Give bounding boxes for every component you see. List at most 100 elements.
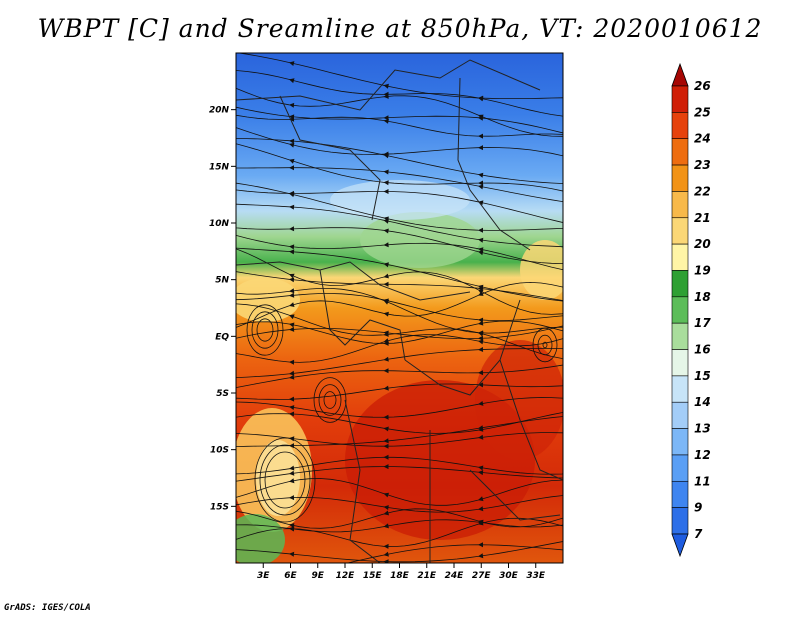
streamline-arrowhead xyxy=(383,273,389,279)
streamline-arrowhead xyxy=(478,434,484,440)
streamline-arrowhead xyxy=(478,145,483,151)
streamline-vortex xyxy=(264,451,306,509)
streamline xyxy=(236,334,563,363)
colorbar-swatch xyxy=(671,85,689,113)
streamline-arrowhead xyxy=(289,526,295,532)
streamline xyxy=(236,106,563,134)
streamline-arrowhead xyxy=(573,157,579,162)
streamline-vortex xyxy=(254,437,316,523)
streamline-arrowhead xyxy=(573,320,579,325)
streamline-arrowhead xyxy=(289,138,295,144)
colorbar: 7 9 11 12 13 14 15 16 17 18 19 20 21 22 23 24 25 26 xyxy=(671,62,711,558)
lon-tick-label: 3E xyxy=(257,571,270,581)
streamline-arrowhead xyxy=(573,332,579,337)
streamline-arrowhead xyxy=(573,245,578,250)
streamline-arrowhead xyxy=(289,277,295,283)
streamline-arrowhead xyxy=(383,262,389,268)
streamline-arrowhead xyxy=(289,192,295,198)
streamline xyxy=(236,495,563,513)
streamline-arrowhead xyxy=(289,396,295,402)
streamline-arrowhead xyxy=(478,542,483,548)
streamline-arrowhead xyxy=(383,311,389,317)
streamline-arrowhead xyxy=(478,553,484,559)
colorbar-label: 24 xyxy=(694,132,711,146)
streamline-arrowhead xyxy=(573,431,578,436)
colorbar-swatch xyxy=(671,507,689,535)
streamline-arrowhead xyxy=(383,551,389,557)
colorbar-top-triangle xyxy=(671,62,689,87)
streamline xyxy=(346,544,563,563)
streamline xyxy=(236,271,563,301)
streamline-arrowhead xyxy=(573,192,579,197)
colorbar-swatch xyxy=(671,428,689,456)
wbpt-warm-east xyxy=(475,340,563,460)
streamline-arrowhead xyxy=(383,492,389,498)
streamline-arrowhead xyxy=(383,385,389,391)
streamline-vortex xyxy=(532,327,558,363)
colorbar-label: 18 xyxy=(694,290,711,304)
colorbar-swatch xyxy=(671,401,689,429)
streamline-arrowhead xyxy=(573,115,578,120)
colorbar-swatch xyxy=(671,296,689,324)
lon-tick-label: 27E xyxy=(472,571,492,581)
streamline-arrowhead xyxy=(478,286,484,292)
streamline xyxy=(236,517,563,548)
streamline-arrowhead xyxy=(289,273,295,279)
colorbar-label: 17 xyxy=(694,316,711,330)
streamline-arrowhead xyxy=(573,95,578,100)
streamline-arrowhead xyxy=(478,401,484,406)
streamline-arrowhead xyxy=(383,189,389,194)
streamline-arrowhead xyxy=(478,470,484,476)
streamline-arrowhead xyxy=(573,549,578,554)
streamline-arrowhead xyxy=(478,227,483,233)
streamline-arrowhead xyxy=(573,300,578,305)
colorbar-label: 12 xyxy=(694,448,711,462)
streamline-arrowhead xyxy=(289,478,295,484)
streamline-arrowhead xyxy=(478,180,483,186)
streamline-arrowhead xyxy=(573,333,579,338)
streamline-arrowhead xyxy=(573,511,579,516)
colorbar-swatch xyxy=(671,138,689,166)
colorbar-swatch xyxy=(671,349,689,377)
streamline xyxy=(236,234,563,271)
map-panel: 20N 15N 10N 5N EQ 5S 10S 15S 3E 6E 9E 12E 15E 18E 21E… xyxy=(209,52,579,581)
colorbar-label: 20 xyxy=(694,237,711,251)
streamline xyxy=(236,137,563,184)
colorbar-label: 19 xyxy=(694,263,711,277)
streamline-arrowhead xyxy=(573,527,579,532)
colorbar-label: 25 xyxy=(694,105,711,119)
colorbar-label: 13 xyxy=(694,422,711,436)
streamline-arrowhead xyxy=(478,247,484,253)
streamline xyxy=(236,87,563,137)
colorbar-label: 21 xyxy=(694,211,711,225)
colorbar-label: 7 xyxy=(694,527,703,541)
streamline-arrowhead xyxy=(289,249,295,255)
colorbar-swatch xyxy=(671,480,689,508)
streamline-arrowhead xyxy=(478,496,484,502)
streamline-arrowhead xyxy=(289,465,295,471)
streamline-arrowhead xyxy=(289,292,295,298)
streamline-arrowhead xyxy=(573,133,578,138)
streamline-arrowhead xyxy=(573,408,578,413)
streamline xyxy=(236,53,563,99)
streamline-arrowhead xyxy=(289,204,295,210)
streamline-arrowhead xyxy=(573,476,578,481)
streamline-arrowhead xyxy=(478,96,484,102)
streamline-vortex xyxy=(259,444,311,516)
lat-tick-label: 5S xyxy=(216,389,229,399)
streamline-arrowhead xyxy=(478,335,484,341)
streamline-arrowhead xyxy=(383,505,389,510)
streamline xyxy=(236,432,563,447)
colorbar-swatch xyxy=(671,217,689,245)
streamline-arrowhead xyxy=(289,359,295,365)
streamline-arrowhead xyxy=(573,479,578,484)
streamline-arrowhead xyxy=(573,312,578,317)
streamline xyxy=(236,247,563,302)
streamline-arrowhead xyxy=(383,218,389,224)
streamline-arrowhead xyxy=(478,184,484,190)
streamline-arrowhead xyxy=(383,281,389,287)
colorbar-label: 9 xyxy=(694,501,702,515)
streamline xyxy=(236,397,563,418)
streamline-arrowhead xyxy=(478,347,484,352)
